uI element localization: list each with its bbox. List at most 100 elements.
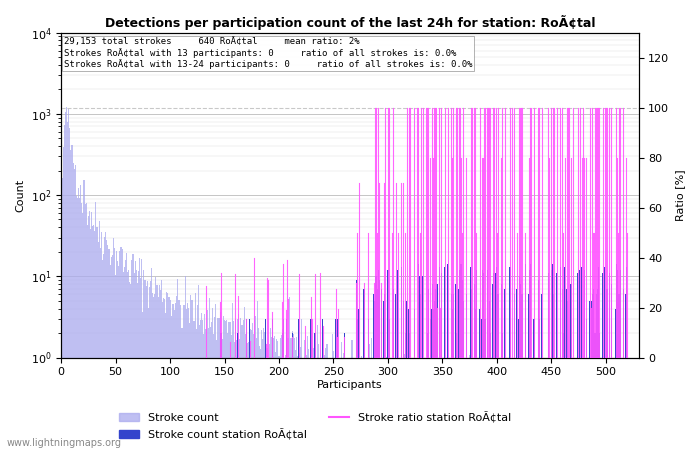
Bar [256,338,257,450]
Bar [449,357,451,450]
Bar [568,357,569,450]
Bar [576,357,577,450]
Bar [220,338,222,450]
Bar [553,357,554,450]
Bar [132,254,134,450]
Bar [461,280,463,450]
Bar [265,319,267,450]
Bar [274,336,275,450]
Bar [283,319,284,450]
Bar [441,357,442,450]
Bar [92,226,93,450]
Bar [100,248,101,450]
Bar [433,309,434,450]
Bar [103,254,104,450]
Bar [267,357,269,450]
Bar [488,357,489,450]
Bar [482,270,483,450]
Bar [323,357,324,450]
Bar [276,339,277,450]
Bar [481,319,482,450]
Bar [310,319,312,450]
Bar [456,357,457,450]
Bar [155,278,156,450]
Bar [508,357,510,450]
Bar [318,357,320,450]
Bar [549,357,550,450]
Bar [426,357,427,450]
Bar [530,265,531,450]
Bar [242,320,244,450]
Bar [330,357,331,450]
Bar [408,309,409,450]
Bar [167,293,169,450]
Bar [435,357,437,450]
Bar [452,309,453,450]
Bar [204,315,206,450]
Bar [235,357,236,450]
Bar [616,357,617,450]
Bar [150,281,151,450]
Bar [249,319,250,450]
Bar [518,357,519,450]
Bar [625,357,626,450]
Bar [117,261,118,450]
Bar [522,294,523,450]
Bar [251,330,252,450]
Bar [445,357,447,450]
Bar [418,357,419,450]
Bar [432,357,433,450]
Bar [556,273,557,450]
Bar [569,357,570,450]
Bar [616,265,617,450]
Bar [298,319,299,450]
Bar [232,321,234,450]
Bar [553,294,554,450]
Bar [539,357,540,450]
Bar [93,225,95,450]
Bar [420,294,421,450]
Bar [542,357,543,450]
Bar [500,284,502,450]
Bar [214,317,216,450]
Bar [343,352,344,450]
Bar [408,357,409,450]
Bar [407,357,408,450]
Bar [218,318,220,450]
Bar [404,354,405,450]
Bar [594,357,596,450]
Bar [484,319,486,450]
Bar [615,357,616,450]
Bar [434,357,435,450]
Bar [475,309,476,450]
Bar [608,273,610,450]
Bar [332,334,333,450]
Bar [610,357,611,450]
Bar [370,357,371,450]
Bar [389,357,390,450]
Bar [482,357,483,450]
Bar [441,273,442,450]
Bar [185,275,186,450]
Bar [377,270,379,450]
Bar [344,333,345,450]
Bar [140,278,141,450]
Bar [174,310,175,450]
Bar [422,276,423,450]
Bar [384,294,385,450]
Bar [379,357,380,450]
Bar [348,357,349,450]
Bar [438,357,439,450]
Bar [458,289,459,450]
Bar [590,357,592,450]
Bar [483,273,484,450]
Bar [426,357,427,450]
Bar [631,357,633,450]
Bar [490,357,491,450]
Bar [113,238,114,450]
Bar [183,305,185,450]
Bar [577,357,578,450]
Bar [529,270,530,450]
Bar [245,334,246,450]
Bar [393,289,394,450]
